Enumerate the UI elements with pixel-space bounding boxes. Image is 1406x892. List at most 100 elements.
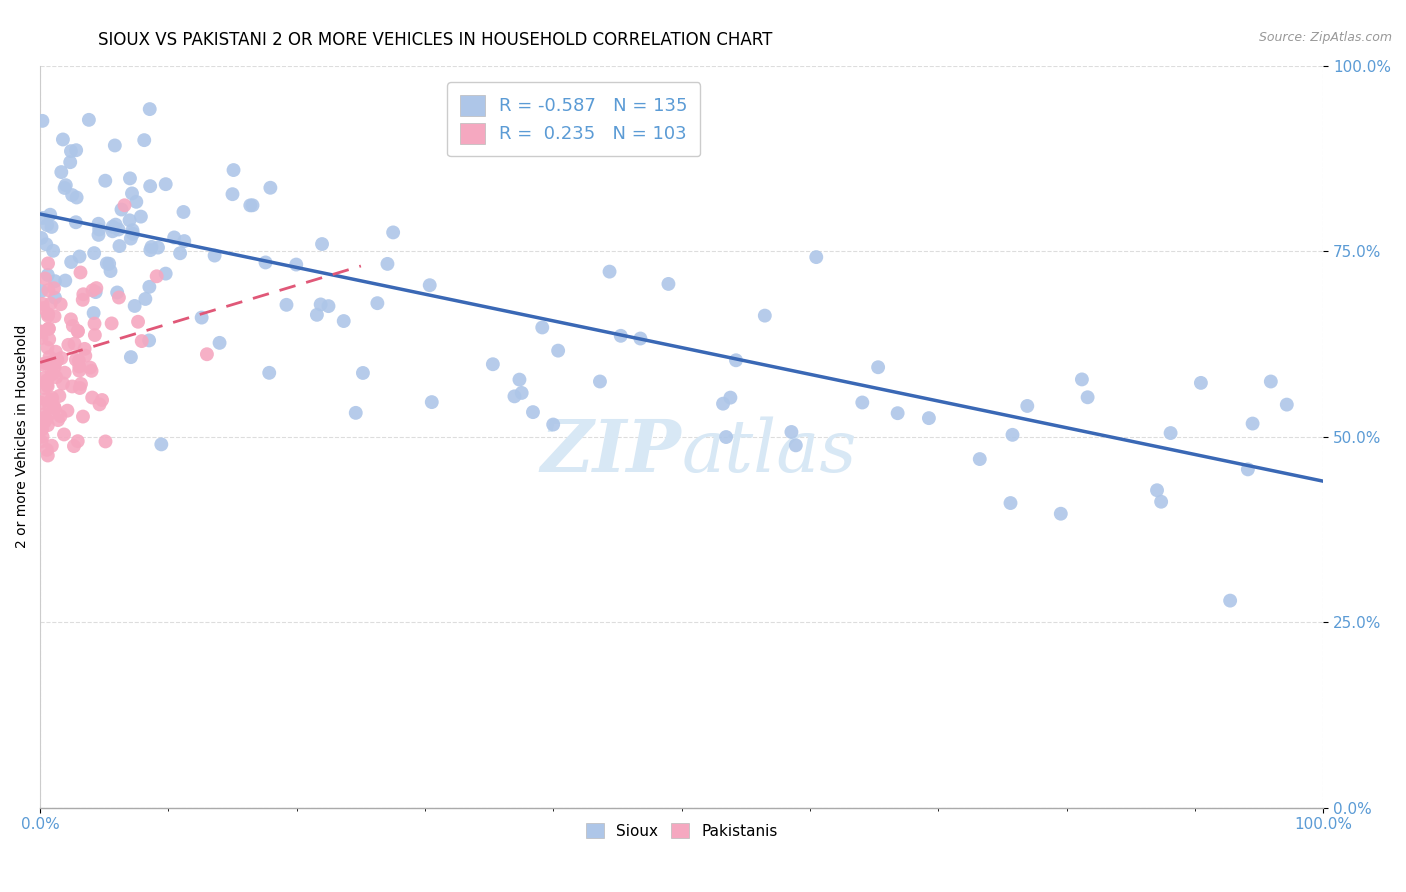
Point [30,331,52,345]
Point [34,392,56,407]
Point [657,277,679,291]
Point [73,342,96,356]
Text: Source: ZipAtlas.com: Source: ZipAtlas.com [1258,31,1392,45]
Point [52,376,75,391]
Point [221,187,243,202]
Point [42,244,65,258]
Point [155,177,177,191]
Point [83,328,105,343]
Point [718,391,741,405]
Point [150,437,173,451]
Point [482,357,505,371]
Point [754,309,776,323]
Point [208,335,231,350]
Point [35,412,58,426]
Point [120,231,142,245]
Point [83,246,105,260]
Point [134,133,156,147]
Point [59,155,82,169]
Point [724,353,747,368]
Point [89,222,111,236]
Point [45,344,67,359]
Point [121,223,143,237]
Point [69,250,91,264]
Legend: Sioux, Pakistanis: Sioux, Pakistanis [579,816,783,845]
Point [35,442,58,457]
Point [101,219,124,234]
Point [34,410,56,425]
Point [52,132,75,146]
Point [49,409,72,424]
Point [41,364,63,378]
Point [285,258,308,272]
Point [69,381,91,395]
Point [32,413,55,427]
Text: ZIP: ZIP [541,416,682,487]
Point [31,430,53,444]
Point [104,218,127,232]
Point [204,249,226,263]
Point [44,310,66,324]
Point [785,438,807,452]
Point [37,283,59,297]
Point [72,293,94,307]
Point [146,241,169,255]
Point [38,332,60,346]
Point [107,222,129,236]
Point [105,285,128,300]
Text: atlas: atlas [682,417,858,487]
Point [30,434,52,449]
Point [1070,372,1092,386]
Point [541,417,564,432]
Point [1219,593,1241,607]
Point [610,328,633,343]
Point [222,163,245,178]
Point [38,321,60,335]
Point [39,208,62,222]
Point [139,243,162,257]
Point [37,307,59,321]
Point [522,405,544,419]
Point [121,186,143,201]
Point [503,389,526,403]
Point [131,334,153,348]
Point [38,407,60,421]
Point [101,224,124,238]
Point [32,301,55,315]
Point [138,280,160,294]
Point [65,215,87,229]
Point [39,296,62,310]
Point [125,194,148,209]
Point [72,287,94,301]
Point [38,350,60,364]
Point [34,415,56,429]
Point [195,347,218,361]
Point [35,378,58,392]
Point [309,297,332,311]
Point [59,144,82,158]
Point [318,299,340,313]
Point [63,336,86,351]
Point [53,427,76,442]
Point [510,386,533,401]
Point [122,227,145,241]
Point [108,291,131,305]
Point [51,351,73,365]
Point [38,400,60,414]
Y-axis label: 2 or more Vehicles in Household: 2 or more Vehicles in Household [15,325,30,549]
Point [806,250,828,264]
Point [1150,494,1173,508]
Point [60,379,83,393]
Point [352,366,374,380]
Point [38,322,60,336]
Point [44,360,66,375]
Point [94,434,117,449]
Point [37,218,59,232]
Point [63,439,86,453]
Point [377,257,399,271]
Point [59,312,82,326]
Point [98,257,121,271]
Point [39,395,62,409]
Point [46,352,69,367]
Point [34,271,56,285]
